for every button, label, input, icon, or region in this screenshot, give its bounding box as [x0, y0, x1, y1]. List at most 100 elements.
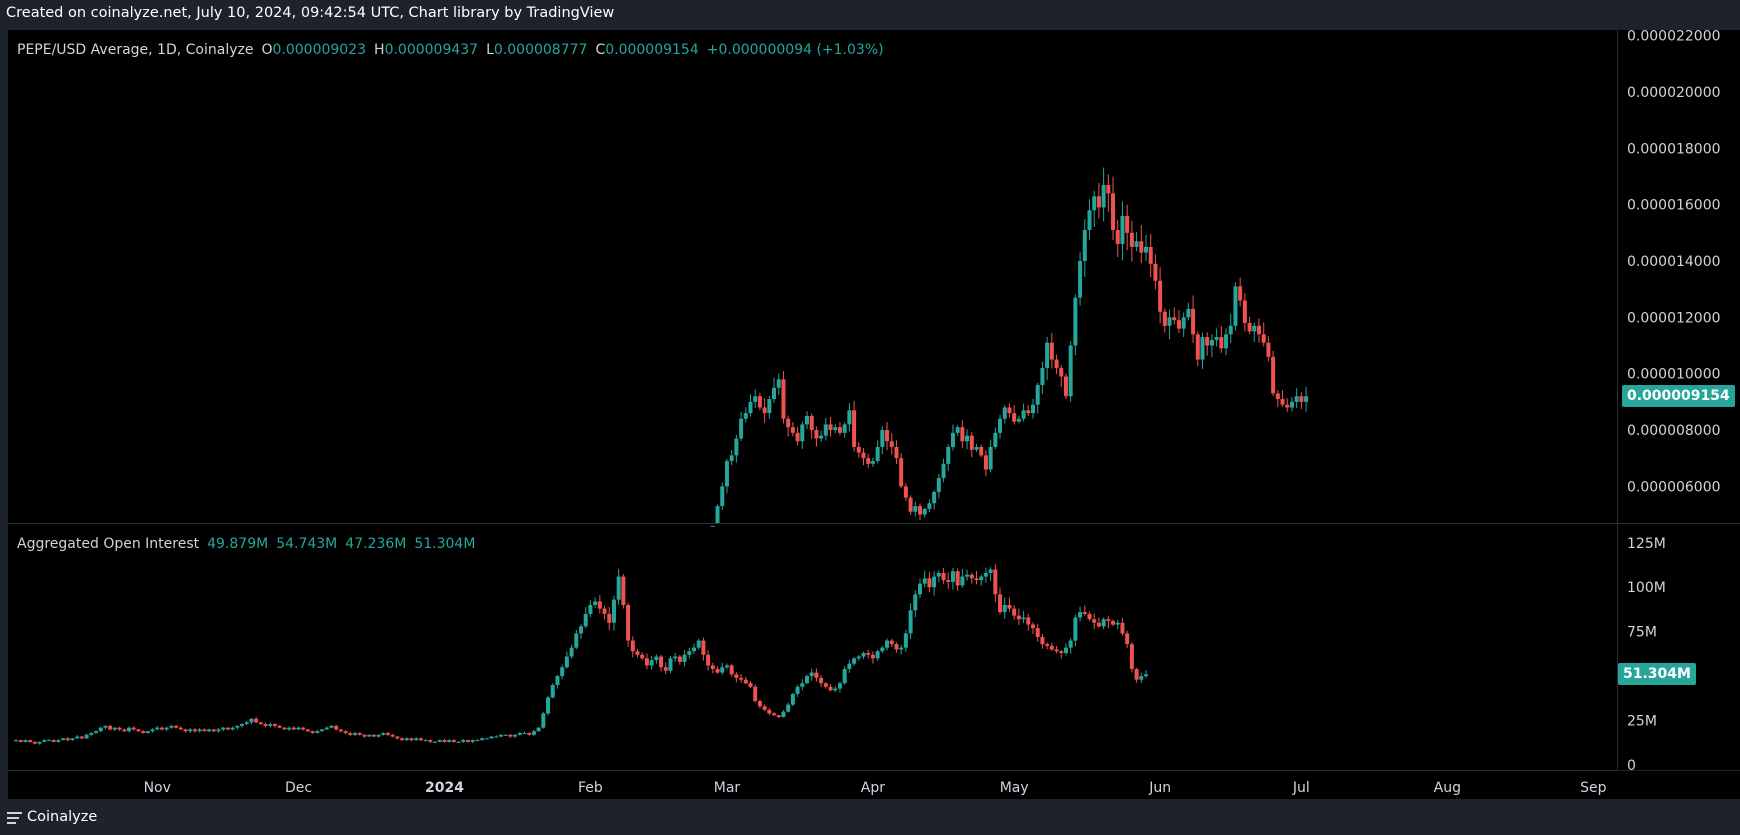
price-candle — [1280, 399, 1285, 405]
oi-candle — [159, 727, 164, 730]
oi-candle — [84, 734, 89, 739]
oi-candle — [687, 651, 692, 655]
time-axis-tick: May — [1000, 780, 1029, 796]
price-candle — [1294, 396, 1299, 402]
oi-candle — [61, 738, 66, 741]
oi-candle — [786, 704, 791, 712]
price-candle — [819, 435, 824, 439]
price-candle — [724, 461, 729, 487]
oi-candle — [856, 656, 861, 659]
price-candle — [1181, 317, 1186, 329]
price-candle — [772, 387, 777, 400]
price-candle — [710, 525, 715, 527]
oi-candle — [781, 711, 786, 717]
price-candle — [842, 424, 847, 433]
oi-candle — [880, 647, 885, 652]
oi-candle — [1125, 633, 1130, 645]
oi-candle — [569, 647, 574, 657]
oi-candle — [795, 686, 800, 694]
oi-candle — [1115, 622, 1120, 625]
oi-candle — [1129, 644, 1134, 669]
oi-candle — [447, 740, 452, 742]
oi-candle — [155, 727, 160, 730]
oi-candle — [42, 740, 47, 742]
oi-candle — [136, 729, 141, 732]
price-candle — [1257, 325, 1261, 335]
price-candle — [1172, 317, 1177, 321]
oi-axis-tick: 125M — [1627, 536, 1666, 552]
price-candle — [1285, 404, 1290, 408]
oi-candle — [145, 731, 150, 733]
oi-candle — [334, 725, 339, 730]
oi-candle — [475, 740, 480, 742]
price-candle — [1054, 359, 1059, 369]
price-candle — [1158, 280, 1163, 312]
price-candle — [894, 446, 899, 459]
price-candle — [767, 399, 772, 414]
price-candle — [856, 446, 861, 453]
oi-candle — [546, 697, 551, 714]
price-candle — [950, 432, 955, 447]
oi-candle — [357, 733, 362, 735]
oi-candle — [588, 605, 593, 614]
oi-candle — [315, 731, 320, 733]
oi-candle — [37, 741, 42, 744]
oi-candle — [225, 727, 230, 730]
price-candle — [927, 503, 932, 509]
price-candle — [1092, 196, 1097, 211]
oi-candle — [555, 676, 560, 685]
price-candle — [1134, 241, 1139, 247]
oi-candle — [320, 729, 325, 732]
oi-candle — [1040, 637, 1045, 645]
oi-candle — [668, 658, 673, 671]
oi-candle — [296, 727, 301, 730]
price-candle — [974, 446, 979, 450]
price-axis-tick: 0.000014000 — [1627, 254, 1721, 270]
price-candle — [983, 455, 988, 470]
oi-candle — [1111, 621, 1116, 625]
oi-candle — [616, 576, 621, 600]
oi-axis-tick: 75M — [1627, 625, 1657, 641]
oi-candle — [174, 725, 179, 728]
brand-label[interactable]: Coinalyze — [27, 809, 98, 825]
oi-candle — [418, 738, 423, 741]
price-candle — [1289, 401, 1294, 408]
oi-candle — [1049, 645, 1054, 650]
oi-candle — [527, 733, 532, 735]
oi-candle — [908, 610, 913, 634]
oi-candle — [272, 724, 277, 726]
oi-candle — [654, 656, 659, 661]
oi-candle — [861, 653, 866, 657]
oi-candle — [870, 654, 875, 659]
oi-candle — [894, 644, 899, 650]
oi-candle — [1087, 613, 1092, 620]
oi-candle — [979, 576, 984, 581]
oi-candle — [729, 665, 734, 675]
price-axis-tick: 0.000022000 — [1627, 29, 1721, 45]
price-candle — [1068, 345, 1073, 397]
oi-candle — [508, 734, 513, 737]
oi-candle — [56, 740, 61, 742]
oi-candle — [211, 729, 216, 732]
oi-candle — [932, 576, 937, 588]
price-legend-low-label: L — [486, 42, 494, 58]
oi-candle — [305, 729, 310, 732]
oi-candle — [965, 574, 970, 577]
oi-candle — [1012, 608, 1017, 616]
price-candle — [748, 401, 753, 414]
price-candle — [852, 410, 857, 447]
oi-candle — [593, 601, 598, 605]
price-candle — [1238, 286, 1243, 301]
oi-candle — [842, 669, 847, 684]
oi-candle — [456, 741, 461, 743]
price-candle — [743, 413, 748, 419]
time-axis-tick: Mar — [714, 780, 741, 796]
price-candle — [1026, 410, 1031, 414]
price-candle — [1219, 337, 1224, 349]
price-candle — [1252, 325, 1257, 332]
oi-candle — [955, 571, 960, 586]
menu-icon[interactable] — [7, 812, 22, 824]
oi-candle — [390, 734, 395, 737]
chart-canvas[interactable]: 0.000006000 0.000008000 0.000010000 0.00001… — [0, 0, 1740, 800]
oi-candle — [875, 651, 880, 659]
